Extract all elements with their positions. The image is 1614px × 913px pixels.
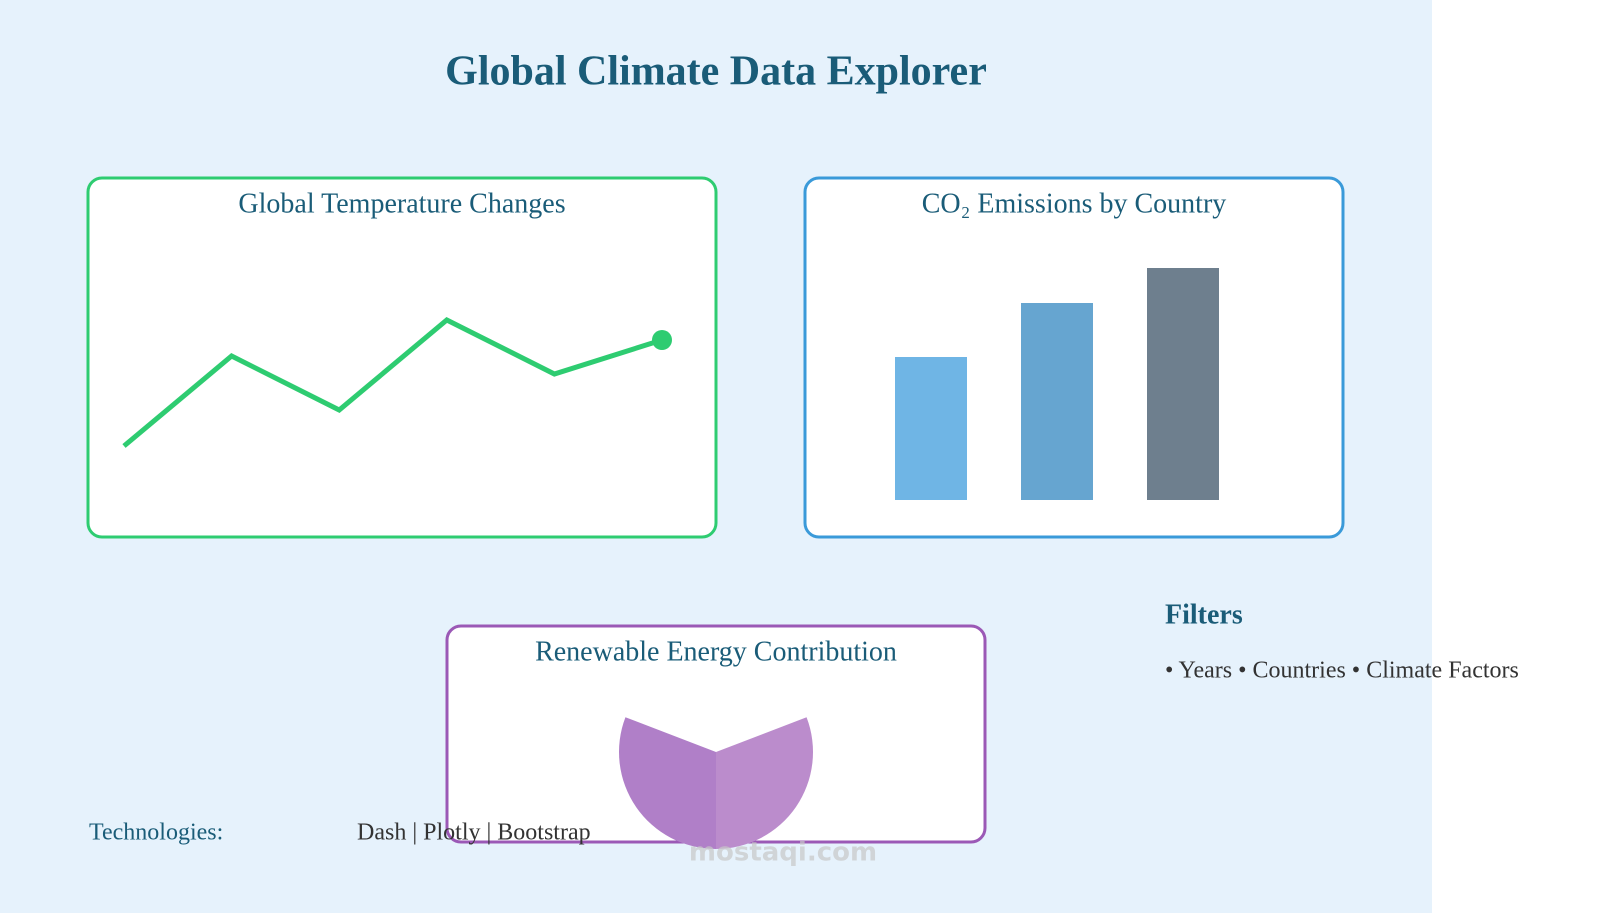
bar (1147, 268, 1219, 500)
tech-value: Dash | Plotly | Bootstrap (357, 820, 591, 846)
charts: Global Temperature Changes CO₂ Emissions … (122, 188, 1227, 849)
page-title: Global Climate Data Explorer (445, 49, 987, 95)
pie-slice (716, 717, 813, 849)
watermark: mostaqi.com (689, 838, 877, 868)
pie-slice (618, 717, 716, 849)
chart-title: Renewable Energy Contribution (535, 636, 897, 667)
bar (895, 357, 967, 500)
chart-title: Global Temperature Changes (238, 188, 565, 219)
tech-label: Technologies: (89, 820, 223, 846)
line (122, 317, 663, 448)
bar (1021, 303, 1093, 500)
filters-heading: Filters (1165, 599, 1243, 630)
end-point (652, 330, 672, 350)
filters-items: • Years • Countries • Climate Factors (1165, 658, 1519, 684)
chart-title: CO₂ Emissions by Country (922, 188, 1227, 219)
